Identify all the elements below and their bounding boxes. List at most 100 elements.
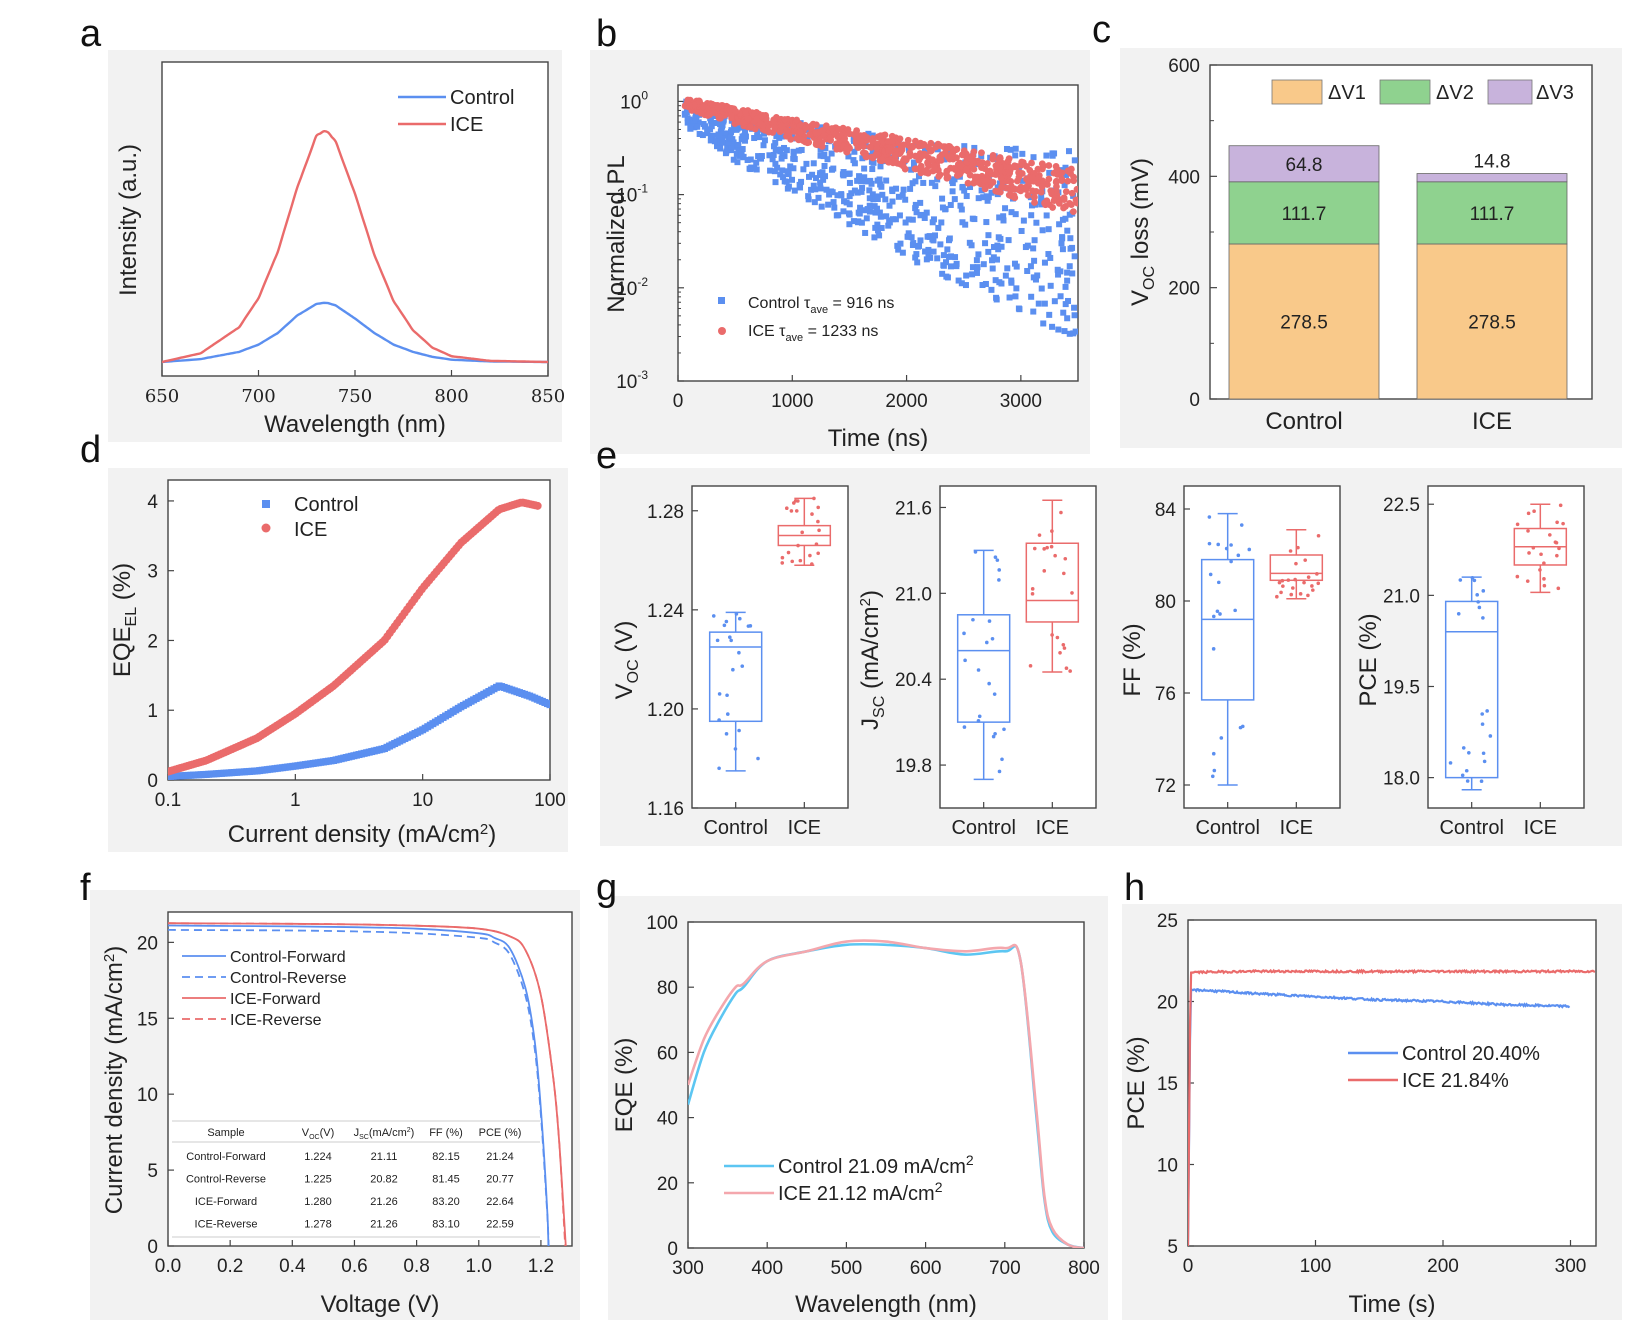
data-point-control — [863, 215, 870, 222]
panel-g: g 300 400 500 600 700 800 0 20 40 60 80 100 Control… — [596, 867, 1108, 1320]
data-point-control — [873, 206, 880, 213]
data-point-control — [1012, 152, 1019, 159]
data-point-ice — [843, 144, 851, 152]
data-point-control — [869, 149, 876, 156]
data-point-control — [780, 174, 787, 181]
table-cell: 83.20 — [432, 1196, 460, 1208]
data-point-ice — [860, 142, 868, 150]
jv-curve — [168, 929, 550, 1246]
data-point-control — [995, 246, 1002, 253]
y-tick-label: 21.0 — [895, 584, 932, 605]
data-point-control — [1064, 277, 1071, 284]
data-point — [810, 562, 814, 566]
data-point-control — [996, 214, 1003, 221]
panel-h-letter: h — [1124, 867, 1145, 909]
data-point-control — [778, 133, 785, 140]
legend-g: Control 21.09 mA/cm2 ICE 21.12 mA/cm2 — [724, 1152, 974, 1205]
data-point-control — [1064, 227, 1071, 234]
data-point — [1315, 572, 1319, 576]
data-point-ice — [708, 100, 716, 108]
data-point — [1316, 581, 1321, 586]
data-point-ice — [953, 154, 960, 162]
data-point-control — [834, 192, 841, 199]
data-point-control — [967, 184, 974, 191]
data-point-control — [1000, 213, 1007, 220]
y-tick-label: 15 — [137, 1009, 158, 1030]
data-point-ice — [1060, 194, 1068, 202]
y-tick-label: 22.5 — [1383, 495, 1420, 516]
legend-label-control: Control — [294, 494, 358, 516]
legend-marker-control — [262, 500, 270, 508]
data-point-ice — [1031, 199, 1038, 206]
y-tick-label: 25 — [1157, 911, 1178, 932]
data-point-ice — [699, 103, 707, 111]
data-point-control — [930, 216, 937, 223]
data-point-ice — [1047, 187, 1055, 195]
legend-label-ice: ICE τave = 1233 ns — [748, 323, 878, 344]
data-point-control — [828, 150, 835, 157]
axis-ticks-c: 0 200 400 600 Control ICE — [1168, 56, 1512, 435]
data-point — [725, 712, 730, 716]
data-point-control — [846, 221, 853, 228]
data-point-control — [1013, 285, 1020, 292]
table-cell: 82.15 — [432, 1151, 460, 1163]
data-point — [756, 756, 760, 761]
data-point-control — [719, 139, 726, 146]
data-point-control — [806, 173, 813, 180]
data-point-ice — [866, 143, 874, 151]
table-cell: ICE-Reverse — [195, 1219, 258, 1231]
legend-label-control: Control — [450, 87, 514, 109]
data-point-control — [776, 146, 783, 153]
data-point-control — [831, 204, 838, 211]
data-point-control — [938, 219, 945, 226]
data-point-control — [1059, 235, 1066, 242]
data-point-ice — [854, 144, 862, 151]
x-tick-label: 1.2 — [528, 1256, 554, 1277]
data-point — [1480, 712, 1485, 716]
y-tick-exponent: -3 — [637, 368, 648, 382]
data-point-control — [971, 144, 978, 151]
data-point-control — [914, 259, 921, 266]
table-cell: 21.24 — [486, 1151, 514, 1163]
data-point-control — [1071, 253, 1078, 260]
data-point-control — [753, 159, 760, 166]
x-tick-label: 800 — [1068, 1258, 1100, 1279]
data-point-control — [1004, 265, 1011, 272]
data-point — [1479, 779, 1484, 784]
legend-label-ice-reverse: ICE-Reverse — [230, 1012, 322, 1029]
data-point-control — [895, 246, 902, 253]
y-tick-label: 2 — [147, 631, 158, 652]
data-point — [1555, 553, 1559, 558]
x-tick-label: 0 — [1183, 1256, 1194, 1277]
data-point-control — [855, 218, 862, 225]
data-point-control — [845, 170, 852, 177]
data-point-control — [994, 256, 1001, 263]
data-point-control — [1028, 293, 1035, 300]
data-point-ice — [696, 97, 703, 105]
x-axis-label-b: Time (ns) — [828, 425, 928, 452]
data-point — [984, 640, 989, 645]
data-point-control — [817, 185, 824, 192]
data-point — [1558, 503, 1563, 508]
data-point-ice — [727, 112, 735, 120]
data-point-ice — [897, 145, 905, 152]
data-point-ice — [935, 173, 943, 180]
data-point-control — [692, 115, 699, 122]
data-point-ice — [932, 166, 939, 174]
data-point-control — [902, 196, 909, 203]
data-point-control — [930, 237, 937, 244]
data-point-control — [772, 160, 779, 167]
y-tick-label: 72 — [1155, 776, 1176, 797]
data-point-control — [753, 166, 760, 173]
y-tick-label: 600 — [1168, 56, 1200, 77]
data-point — [1542, 561, 1546, 565]
data-point-ice — [759, 121, 767, 129]
data-point-ice — [793, 116, 801, 124]
data-point-ice — [892, 151, 900, 159]
data-point-control — [923, 256, 930, 263]
data-point-ice — [806, 131, 814, 138]
y-tick-label: 1.16 — [647, 799, 684, 820]
data-point — [724, 732, 729, 736]
data-point-control — [1002, 272, 1009, 279]
data-point — [997, 568, 1002, 572]
